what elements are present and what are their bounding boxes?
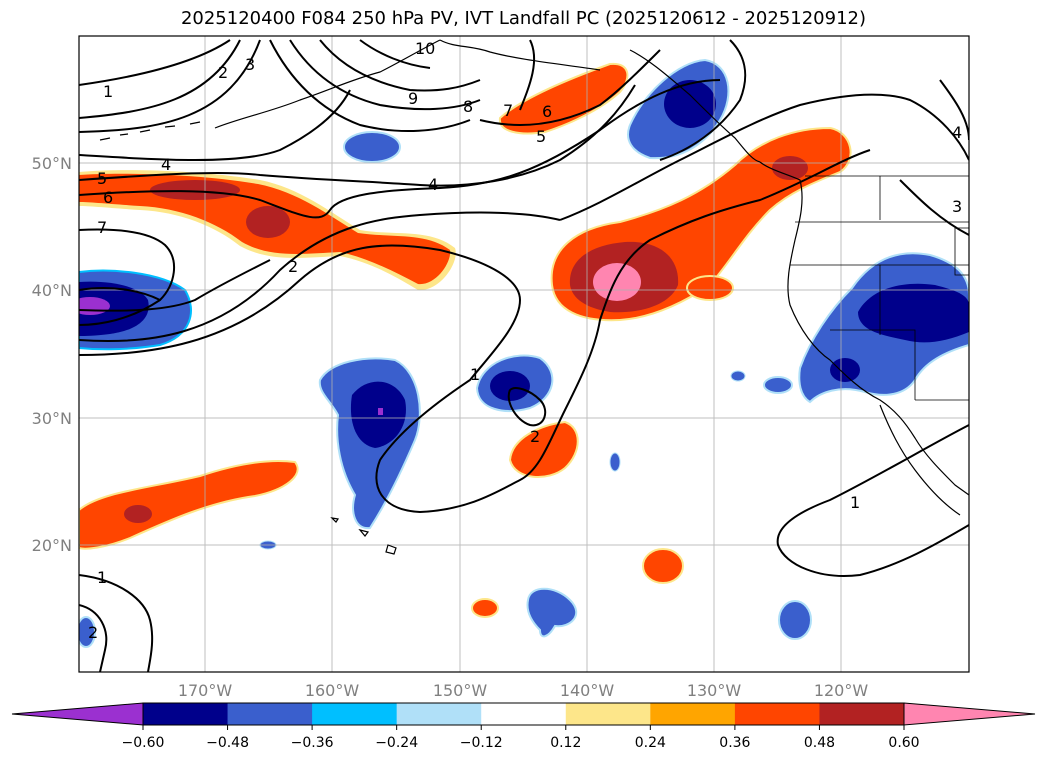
contour-label: 7 bbox=[503, 101, 513, 120]
colorbar-tick-label: −0.12 bbox=[460, 735, 503, 751]
colorbar: −0.60 −0.48 −0.36 −0.24 −0.12 0.12 0.24 0.36 0.4… bbox=[11, 702, 1036, 751]
negative-small-blob-a bbox=[763, 376, 793, 394]
longitude-labels: 170°W 160°W 150°W 140°W 130°W 120°W bbox=[178, 681, 869, 700]
contour-label: 5 bbox=[536, 127, 546, 146]
negative-small-blob-c bbox=[609, 452, 621, 472]
negative-central-dark bbox=[490, 371, 530, 401]
map-layers: 10 9 8 7 6 5 4 4 5 6 7 3 2 1 2 1 2 1 1 3… bbox=[79, 36, 969, 672]
colorbar-segment bbox=[734, 703, 820, 725]
colorbar-segment bbox=[143, 703, 229, 725]
lon-label: 120°W bbox=[814, 681, 869, 700]
colorbar-segments bbox=[11, 702, 1036, 726]
positive-river-max bbox=[593, 263, 641, 301]
lon-label: 170°W bbox=[178, 681, 233, 700]
negative-north-blob bbox=[343, 131, 401, 163]
colorbar-extend-low bbox=[11, 702, 144, 726]
contour-label: 4 bbox=[428, 175, 438, 194]
contour-label: 7 bbox=[97, 218, 107, 237]
negative-south-blob-b bbox=[778, 600, 812, 640]
colorbar-segment bbox=[819, 703, 905, 725]
colorbar-tick-label: 0.12 bbox=[550, 735, 581, 751]
positive-subtropical-blob bbox=[508, 420, 579, 479]
lat-label: 30°N bbox=[32, 409, 72, 428]
colorbar-tick-label: −0.36 bbox=[291, 735, 334, 751]
pv-contours bbox=[79, 39, 969, 672]
colorbar-tick-label: −0.60 bbox=[122, 735, 165, 751]
contour-label: 8 bbox=[463, 97, 473, 116]
colorbar-tick-label: 0.48 bbox=[804, 735, 835, 751]
map-border bbox=[78, 35, 970, 673]
contour-label: 3 bbox=[952, 197, 962, 216]
map-title: 2025120400 F084 250 hPa PV, IVT Landfall… bbox=[180, 8, 867, 29]
contour-label: 4 bbox=[952, 123, 962, 142]
colorbar-tick-label: 0.60 bbox=[888, 735, 919, 751]
contour-label: 2 bbox=[88, 623, 98, 642]
colorbar-tick-label: −0.24 bbox=[375, 735, 418, 751]
contour-label: 2 bbox=[218, 63, 228, 82]
negative-south-blob bbox=[526, 587, 578, 638]
contour-label: 1 bbox=[103, 82, 113, 101]
state-borders bbox=[790, 175, 969, 401]
contour-label: 6 bbox=[542, 102, 552, 121]
contour-label: 9 bbox=[408, 89, 418, 108]
contour-label: 4 bbox=[161, 155, 171, 174]
positive-shading bbox=[79, 62, 852, 618]
contour-label: 5 bbox=[97, 169, 107, 188]
contour-label: 1 bbox=[850, 493, 860, 512]
negative-west-dark bbox=[79, 281, 149, 336]
colorbar-tick-label: 0.36 bbox=[719, 735, 750, 751]
colorbar-extend-high bbox=[903, 702, 1036, 726]
colorbar-segment bbox=[312, 703, 398, 725]
contour-label: 2 bbox=[288, 257, 298, 276]
lat-label: 20°N bbox=[32, 536, 72, 555]
positive-small-blob-c bbox=[471, 598, 499, 618]
positive-southwest-band bbox=[79, 459, 299, 550]
positive-river-nw-dark bbox=[772, 156, 808, 180]
lon-label: 130°W bbox=[687, 681, 742, 700]
negative-alaska-dark bbox=[664, 80, 716, 128]
latitude-labels: 50°N 40°N 30°N 20°N bbox=[32, 154, 72, 555]
lat-label: 40°N bbox=[32, 281, 72, 300]
contour-label: 1 bbox=[470, 365, 480, 384]
colorbar-segment bbox=[396, 703, 482, 725]
negative-california-dark2 bbox=[830, 358, 860, 382]
colorbar-segment bbox=[481, 703, 567, 725]
colorbar-ticks: −0.60 −0.48 −0.36 −0.24 −0.12 0.12 0.24 0.36 0.4… bbox=[122, 725, 920, 751]
lon-label: 160°W bbox=[305, 681, 360, 700]
contour-label: 1 bbox=[97, 568, 107, 587]
contour-label: 3 bbox=[245, 55, 255, 74]
positive-band-west-dark1 bbox=[150, 180, 240, 200]
negative-west-extreme bbox=[79, 297, 110, 315]
negative-california-dark bbox=[858, 283, 969, 343]
colorbar-segment bbox=[650, 703, 736, 725]
colorbar-segment bbox=[227, 703, 313, 725]
contour-labels: 10 9 8 7 6 5 4 4 5 6 7 3 2 1 2 1 2 1 1 3… bbox=[88, 39, 962, 642]
colorbar-border bbox=[142, 702, 905, 726]
contour-label: 10 bbox=[415, 39, 435, 58]
negative-hawaii-extreme bbox=[378, 408, 383, 415]
positive-small-blob-b bbox=[642, 548, 684, 584]
positive-gulf-band bbox=[498, 62, 629, 135]
contour-label: 6 bbox=[103, 188, 113, 207]
lat-label: 50°N bbox=[32, 154, 72, 173]
contour-label: 2 bbox=[530, 427, 540, 446]
lon-label: 150°W bbox=[433, 681, 488, 700]
positive-band-west-dark2 bbox=[246, 206, 290, 238]
colorbar-segment bbox=[565, 703, 651, 725]
colorbar-tick-label: −0.48 bbox=[206, 735, 249, 751]
negative-southwest-corner bbox=[79, 616, 96, 648]
lon-label: 140°W bbox=[560, 681, 615, 700]
negative-small-blob-b bbox=[730, 370, 746, 382]
positive-small-blob-a bbox=[686, 275, 734, 301]
positive-southwest-dark bbox=[124, 505, 152, 523]
colorbar-tick-label: 0.24 bbox=[635, 735, 666, 751]
